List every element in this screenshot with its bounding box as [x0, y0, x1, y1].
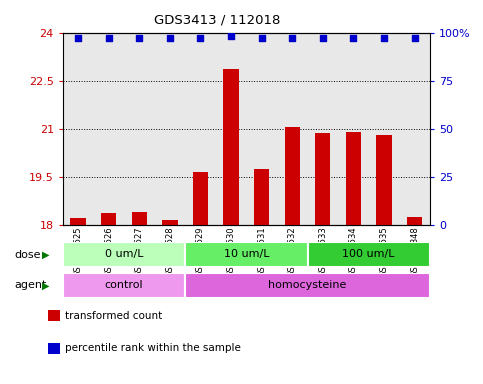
- Bar: [284, 127, 300, 225]
- Text: 100 um/L: 100 um/L: [342, 249, 395, 260]
- Bar: [185, 242, 308, 267]
- Point: [74, 35, 82, 41]
- Text: percentile rank within the sample: percentile rank within the sample: [65, 343, 241, 353]
- Text: GDS3413 / 112018: GDS3413 / 112018: [154, 13, 281, 26]
- Text: ▶: ▶: [42, 250, 50, 260]
- Bar: [71, 218, 86, 225]
- Bar: [223, 70, 239, 225]
- Point: [227, 33, 235, 40]
- Bar: [63, 242, 185, 267]
- Text: 10 um/L: 10 um/L: [224, 249, 269, 260]
- Bar: [162, 220, 177, 225]
- Bar: [101, 214, 116, 225]
- Point: [166, 35, 174, 41]
- Text: homocysteine: homocysteine: [269, 280, 347, 290]
- Text: dose: dose: [14, 250, 41, 260]
- Bar: [308, 242, 430, 267]
- Text: transformed count: transformed count: [65, 311, 162, 321]
- Point: [135, 35, 143, 41]
- Point: [105, 35, 113, 41]
- Bar: [131, 212, 147, 225]
- Point: [197, 35, 204, 41]
- Text: 0 um/L: 0 um/L: [105, 249, 143, 260]
- Bar: [346, 132, 361, 225]
- Bar: [185, 273, 430, 298]
- Text: agent: agent: [14, 280, 47, 290]
- Point: [350, 35, 357, 41]
- Bar: [376, 135, 392, 225]
- Bar: [407, 217, 422, 225]
- Point: [288, 35, 296, 41]
- Bar: [193, 172, 208, 225]
- Bar: [254, 169, 270, 225]
- Point: [380, 35, 388, 41]
- Point: [319, 35, 327, 41]
- Bar: [315, 134, 330, 225]
- Text: control: control: [105, 280, 143, 290]
- Text: ▶: ▶: [42, 280, 50, 290]
- Point: [258, 35, 266, 41]
- Bar: [63, 273, 185, 298]
- Point: [411, 35, 418, 41]
